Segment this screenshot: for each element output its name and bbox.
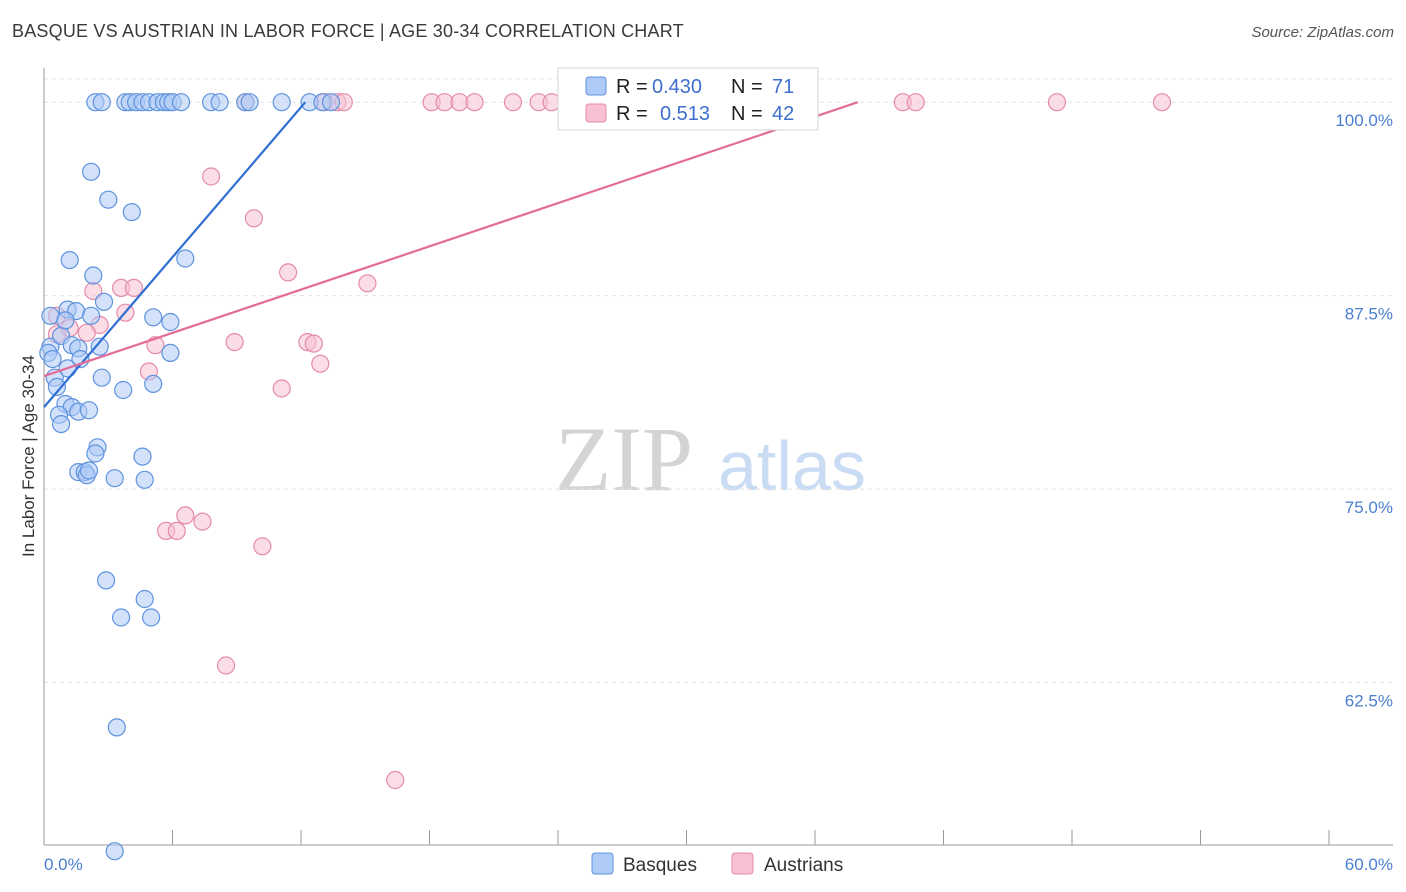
y-tick-label: 87.5% [1345,305,1393,324]
bottom-legend-swatch-basques [591,852,614,875]
legend-n-label-2: N = [731,103,763,125]
basque-point [161,343,180,362]
basque-point [79,401,99,420]
austrian-point [358,274,377,293]
basque-point [144,308,163,327]
bottom-legend: Basques Austrians [591,852,843,876]
austrian-point [202,167,221,186]
basque-point [105,842,124,861]
basque-point [99,190,118,209]
legend-r-label-1: R = [616,76,648,98]
basque-point [240,93,259,112]
basque-point [210,93,229,112]
basque-point [135,589,154,609]
basque-point [84,266,103,285]
basque-point [272,93,291,112]
bottom-legend-swatch-austrians [731,852,754,875]
austrian-point [225,333,244,352]
basque-point [81,162,101,181]
austrian-point [1047,93,1067,112]
legend-r-label-2: R = [616,103,648,125]
basque-point [122,203,141,222]
austrian-point [304,334,323,353]
x-tick-label-max: 60.0% [1345,855,1393,874]
y-tick-labels: 100.0% 87.5% 75.0% 62.5% [1335,111,1393,710]
trend-layer [43,101,859,408]
y-tick-label: 100.0% [1335,111,1393,130]
austrian-point [253,537,272,556]
austrian-point [216,656,236,675]
bottom-legend-label-austrians: Austrians [764,855,843,876]
basque-point [81,306,101,325]
basque-point [51,415,71,434]
austrian-point [279,263,298,282]
legend-r-value-2: 0.513 [660,103,710,125]
basque-point [90,337,109,356]
basque-point [56,311,75,330]
y-axis-label: In Labor Force | Age 30-34 [19,355,38,557]
y-tick-label: 62.5% [1345,692,1393,711]
basque-point [176,249,195,268]
austrian-point [244,209,263,228]
chart-title: BASQUE VS AUSTRIAN IN LABOR FORCE | AGE … [12,21,684,41]
austrian-point [272,379,291,398]
basque-point [92,368,111,387]
austrian-point [176,506,195,525]
basque-point [111,608,131,627]
legend-swatch-basques [585,76,607,96]
watermark-atlas: atlas [718,427,866,505]
watermark-zip: ZIP [555,408,693,510]
basque-point [161,312,180,332]
austrian-point [503,93,523,112]
points-layer [39,93,1172,861]
austrian-point [124,278,143,297]
basque-point [114,380,133,400]
basque-point [79,461,99,480]
austrian-point [167,521,186,541]
austrian-point [77,323,96,342]
basque-point [144,374,163,393]
basque-point [43,350,62,369]
bottom-legend-label-basques: Basques [623,855,697,876]
basque-point [321,93,341,112]
austrian-point [465,93,484,112]
source-label: Source: ZipAtlas.com [1251,24,1394,41]
y-tick-label: 75.0% [1345,498,1393,517]
basque-point [142,608,161,627]
legend-n-label-1: N = [731,76,763,98]
austrian-point [1152,93,1172,112]
austrian-point [311,354,330,373]
legend-r-value-1: 0.430 [652,76,702,98]
basque-point [47,377,67,396]
basque-point [60,251,79,270]
basque-point [96,571,116,590]
x-tick-marks [43,830,1330,845]
basque-point [86,444,105,463]
basque-point [105,469,124,488]
legend-n-value-2: 42 [772,103,794,125]
basque-point [135,470,154,489]
legend-box: R = 0.430 N = 71 R = 0.513 N = 42 [557,67,819,131]
basque-point [133,447,152,466]
x-tick-label-min: 0.0% [44,855,83,874]
legend-n-value-1: 71 [772,76,794,98]
basque-point [107,718,126,737]
austrian-point [193,512,212,531]
austrian-trend-line [43,101,859,378]
basque-point [41,306,60,325]
basque-trend-line [43,101,307,408]
basque-point [172,93,191,112]
austrian-point [906,93,925,112]
basque-point [94,292,114,311]
basque-point [92,93,111,112]
austrian-point [386,770,405,790]
legend-swatch-austrians [585,103,607,123]
